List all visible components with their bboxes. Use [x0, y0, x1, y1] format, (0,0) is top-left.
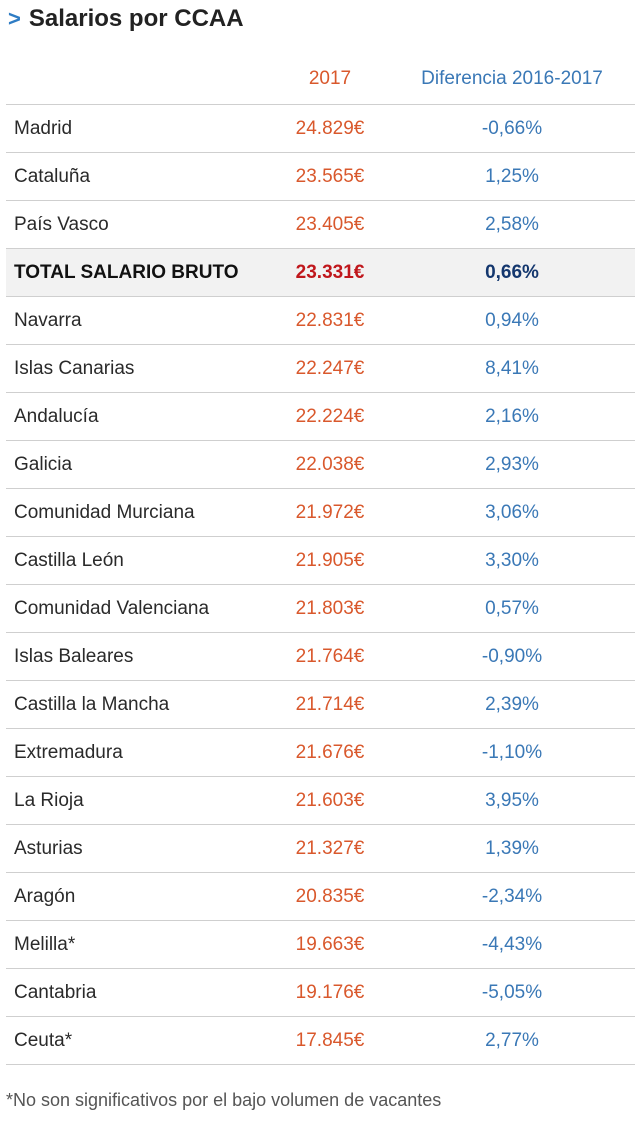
table-row: Andalucía 22.224€ 2,16%	[6, 393, 635, 441]
difference-value: 2,16%	[485, 406, 539, 427]
salary-value: 17.845€	[295, 1030, 365, 1051]
difference-value: 2,39%	[485, 694, 539, 715]
difference-value: 1,39%	[485, 838, 539, 859]
region-name: TOTAL SALARIO BRUTO	[14, 262, 239, 283]
region-name: Cataluña	[14, 166, 91, 187]
difference-value: 3,30%	[485, 550, 539, 571]
region-name: Ceuta*	[14, 1030, 73, 1051]
salary-value: 21.764€	[295, 646, 365, 667]
chevron-right-icon: >	[8, 6, 21, 31]
table-row: Cantabria 19.176€ -5,05%	[6, 969, 635, 1017]
difference-value: -5,05%	[481, 982, 543, 1003]
table-row: Comunidad Murciana 21.972€ 3,06%	[6, 489, 635, 537]
table-row: Castilla León 21.905€ 3,30%	[6, 537, 635, 585]
table-row: Navarra 22.831€ 0,94%	[6, 297, 635, 345]
region-name: Cantabria	[14, 982, 97, 1003]
salary-value: 22.247€	[295, 358, 365, 379]
region-name: Navarra	[14, 310, 82, 331]
region-name: Islas Baleares	[14, 646, 134, 667]
table-row: Extremadura 21.676€ -1,10%	[6, 729, 635, 777]
difference-value: 2,58%	[485, 214, 539, 235]
salary-value: 20.835€	[295, 886, 365, 907]
salary-value: 21.972€	[295, 502, 365, 523]
difference-value: 1,25%	[485, 166, 539, 187]
salary-value: 22.038€	[295, 454, 365, 475]
difference-value: 8,41%	[485, 358, 539, 379]
region-name: Islas Canarias	[14, 358, 135, 379]
difference-value: -1,10%	[481, 742, 543, 763]
difference-value: 0,57%	[485, 598, 539, 619]
salary-value: 23.405€	[295, 214, 365, 235]
difference-value: 0,94%	[485, 310, 539, 331]
column-header-year: 2017	[308, 68, 352, 89]
difference-value: -2,34%	[481, 886, 543, 907]
salary-value: 23.331€	[295, 262, 365, 283]
difference-value: -0,66%	[481, 118, 543, 139]
difference-value: -4,43%	[481, 934, 543, 955]
salary-value: 19.176€	[295, 982, 365, 1003]
table-row: Comunidad Valenciana 21.803€ 0,57%	[6, 585, 635, 633]
salary-value: 21.714€	[295, 694, 365, 715]
difference-value: 3,06%	[485, 502, 539, 523]
region-name: País Vasco	[14, 214, 109, 235]
table-row: La Rioja 21.603€ 3,95%	[6, 777, 635, 825]
salary-value: 23.565€	[295, 166, 365, 187]
salary-value: 21.905€	[295, 550, 365, 571]
table-row: Asturias 21.327€ 1,39%	[6, 825, 635, 873]
table-row: Islas Baleares 21.764€ -0,90%	[6, 633, 635, 681]
salary-value: 22.831€	[295, 310, 365, 331]
region-name: Melilla*	[14, 934, 76, 955]
table-row: Madrid 24.829€ -0,66%	[6, 105, 635, 153]
salary-value: 21.676€	[295, 742, 365, 763]
difference-value: 2,93%	[485, 454, 539, 475]
region-name: Extremadura	[14, 742, 123, 763]
difference-value: 0,66%	[485, 262, 539, 283]
salary-value: 21.603€	[295, 790, 365, 811]
column-header-difference: Diferencia 2016-2017	[421, 68, 603, 89]
salary-value: 24.829€	[295, 118, 365, 139]
table-row: Islas Canarias 22.247€ 8,41%	[6, 345, 635, 393]
table-row: País Vasco 23.405€ 2,58%	[6, 201, 635, 249]
page-title-text: Salarios por CCAA	[28, 5, 244, 32]
region-name: Comunidad Valenciana	[14, 598, 210, 619]
region-name: Galicia	[14, 454, 73, 475]
footnote: *No son significativos por el bajo volum…	[6, 1090, 442, 1110]
region-name: Castilla la Mancha	[14, 694, 170, 715]
region-name: Castilla León	[14, 550, 124, 571]
region-name: Madrid	[14, 118, 73, 139]
table-row: Castilla la Mancha 21.714€ 2,39%	[6, 681, 635, 729]
table-row: Galicia 22.038€ 2,93%	[6, 441, 635, 489]
table-row: Melilla* 19.663€ -4,43%	[6, 921, 635, 969]
salary-value: 19.663€	[295, 934, 365, 955]
salary-value: 21.327€	[295, 838, 365, 859]
table-row-total: TOTAL SALARIO BRUTO 23.331€ 0,66%	[6, 249, 635, 297]
table-row: Aragón 20.835€ -2,34%	[6, 873, 635, 921]
table-row: Cataluña 23.565€ 1,25%	[6, 153, 635, 201]
region-name: Comunidad Murciana	[14, 502, 195, 523]
region-name: La Rioja	[14, 790, 84, 811]
region-name: Asturias	[14, 838, 83, 859]
table-row: Ceuta* 17.845€ 2,77%	[6, 1017, 635, 1065]
region-name: Andalucía	[14, 406, 99, 427]
page-title: > Salarios por CCAA	[8, 2, 244, 36]
difference-value: -0,90%	[481, 646, 543, 667]
difference-value: 2,77%	[485, 1030, 539, 1051]
difference-value: 3,95%	[485, 790, 539, 811]
salary-value: 21.803€	[295, 598, 365, 619]
salary-value: 22.224€	[295, 406, 365, 427]
region-name: Aragón	[14, 886, 76, 907]
salary-table: Madrid 24.829€ -0,66% Cataluña 23.565€ 1,25% P…	[6, 104, 635, 1065]
